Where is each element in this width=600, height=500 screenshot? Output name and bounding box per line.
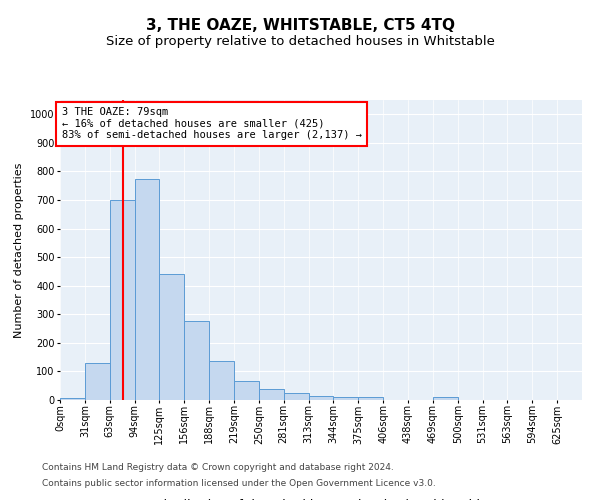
Text: Contains HM Land Registry data © Crown copyright and database right 2024.: Contains HM Land Registry data © Crown c… bbox=[42, 464, 394, 472]
Text: Contains public sector information licensed under the Open Government Licence v3: Contains public sector information licen… bbox=[42, 478, 436, 488]
Bar bbox=[358, 397, 383, 400]
Y-axis label: Number of detached properties: Number of detached properties bbox=[14, 162, 25, 338]
Bar bbox=[284, 393, 308, 400]
Bar bbox=[134, 178, 160, 400]
Bar bbox=[184, 322, 209, 400]
Bar bbox=[308, 396, 334, 400]
Bar bbox=[433, 397, 458, 400]
Text: 3, THE OAZE, WHITSTABLE, CT5 4TQ: 3, THE OAZE, WHITSTABLE, CT5 4TQ bbox=[146, 18, 455, 32]
Bar bbox=[110, 200, 134, 400]
Bar bbox=[259, 388, 284, 400]
Text: Size of property relative to detached houses in Whitstable: Size of property relative to detached ho… bbox=[106, 35, 494, 48]
Bar bbox=[160, 274, 184, 400]
X-axis label: Distribution of detached houses by size in Whitstable: Distribution of detached houses by size … bbox=[154, 499, 488, 500]
Bar bbox=[60, 398, 85, 400]
Bar bbox=[334, 396, 358, 400]
Bar bbox=[234, 380, 259, 400]
Bar bbox=[85, 364, 110, 400]
Text: 3 THE OAZE: 79sqm
← 16% of detached houses are smaller (425)
83% of semi-detache: 3 THE OAZE: 79sqm ← 16% of detached hous… bbox=[62, 107, 362, 140]
Bar bbox=[209, 362, 234, 400]
